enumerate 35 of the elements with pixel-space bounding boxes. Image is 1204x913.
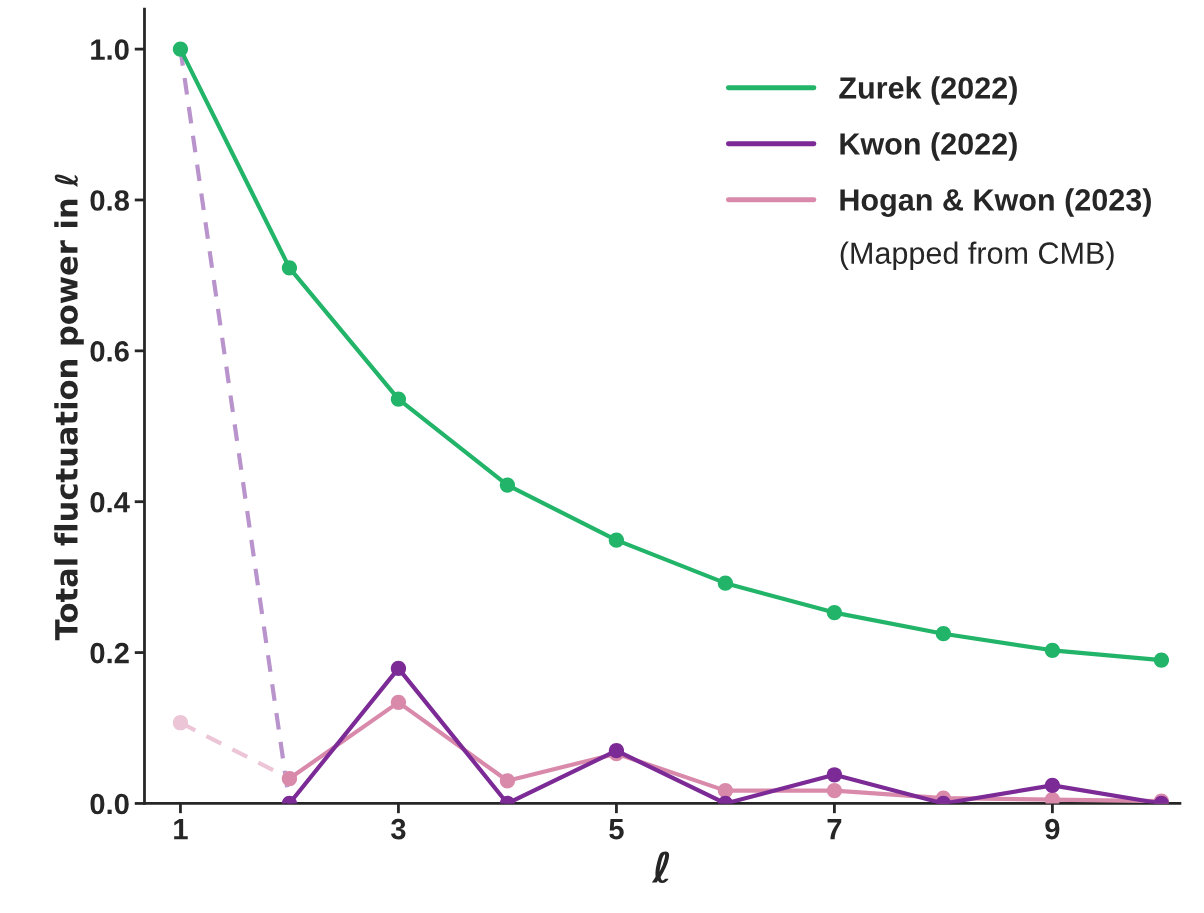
y-tick-label: 0.2 <box>90 642 129 664</box>
point <box>826 604 843 621</box>
y-tick-label: 0.4 <box>90 491 130 513</box>
point <box>390 391 407 407</box>
point <box>608 532 625 548</box>
legend-label: Zurek (2022) <box>839 76 1017 105</box>
point <box>935 626 952 642</box>
x-axis-title: ℓ <box>651 851 670 884</box>
y-axis-title: Total fluctuation power in ℓ <box>54 174 84 641</box>
annotation: (Mapped from CMB) <box>840 241 1114 270</box>
point <box>717 575 734 591</box>
point <box>1044 777 1061 793</box>
point <box>826 782 843 799</box>
point <box>172 41 189 57</box>
point <box>826 767 843 783</box>
y-tick-label: 1.0 <box>91 39 129 60</box>
x-tick-label: 1 <box>174 819 188 840</box>
x-tick-label: 5 <box>609 819 624 840</box>
x-tick-label: 7 <box>827 819 842 840</box>
point <box>717 782 734 799</box>
point <box>1153 652 1170 668</box>
legend-label: Hogan & Kwon (2023) <box>840 188 1151 217</box>
point <box>499 773 516 789</box>
point <box>390 660 407 677</box>
point <box>1044 642 1061 658</box>
x-tick-label: 3 <box>391 818 406 840</box>
y-tick-label: 0.8 <box>90 190 130 211</box>
legend-label: Kwon (2022) <box>840 132 1017 161</box>
y-tick-label: 0.6 <box>90 341 129 362</box>
point <box>172 715 189 731</box>
point <box>281 260 298 276</box>
x-tick-label: 9 <box>1045 818 1060 840</box>
point <box>390 694 407 710</box>
y-tick-label: 0.0 <box>90 793 129 815</box>
point <box>499 477 516 493</box>
